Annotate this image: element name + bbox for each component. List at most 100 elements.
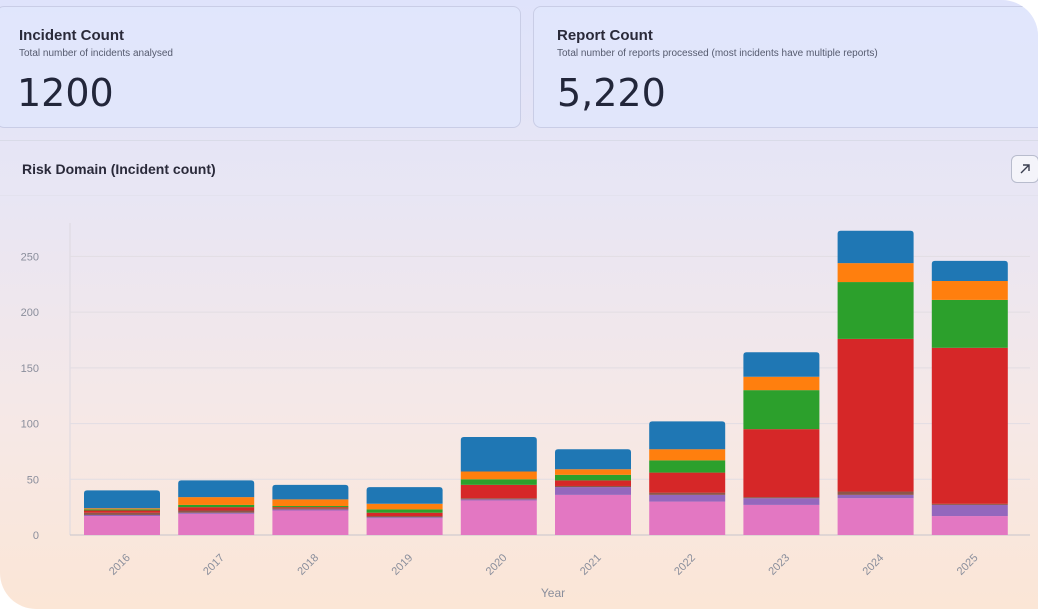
- bar-segment-2017-7[interactable]: [178, 480, 255, 498]
- y-tick-label: 50: [27, 474, 39, 486]
- bar-segment-2019-6[interactable]: [366, 503, 443, 510]
- bar-segment-2016-7[interactable]: [84, 490, 160, 509]
- bar-segment-2019-2[interactable]: [366, 517, 443, 519]
- risk-domain-chart: 0 50 100 150 200 250 2016 2017 2018 2019 2020 2021…: [21, 223, 1030, 600]
- bar-segment-2018-3[interactable]: [272, 508, 349, 510]
- bar-segment-2020-3[interactable]: [460, 498, 537, 500]
- incident-count-subtitle: Total number of incidents analysed: [19, 48, 173, 59]
- report-count-value: 5,220: [557, 71, 666, 115]
- incident-count-card: Incident Count Total number of incidents…: [0, 6, 521, 128]
- bar-segment-2021-7[interactable]: [555, 449, 631, 470]
- bar-segment-2020-4[interactable]: [460, 484, 537, 499]
- bar-segment-2018-1[interactable]: [272, 510, 349, 535]
- bar-segment-2025-7[interactable]: [931, 260, 1008, 281]
- bar-segment-2020-1[interactable]: [460, 500, 537, 535]
- expand-arrow-icon: [1020, 164, 1030, 174]
- bar-segment-2025-1[interactable]: [931, 516, 1008, 535]
- bar-segment-2023-2[interactable]: [743, 498, 820, 505]
- x-tick-label: 2019: [390, 552, 416, 578]
- bar-segment-2017-5[interactable]: [178, 504, 255, 508]
- expand-chart-button[interactable]: [1011, 155, 1038, 183]
- bar-segment-2021-3[interactable]: [555, 485, 631, 488]
- y-tick-label: 200: [21, 307, 39, 319]
- bar-segment-2019-5[interactable]: [366, 509, 443, 513]
- bar-segment-2019-3[interactable]: [366, 516, 443, 518]
- x-axis-label: Year: [541, 586, 565, 600]
- bar-segment-2018-5[interactable]: [272, 506, 349, 508]
- bar-segment-2024-7[interactable]: [837, 230, 914, 264]
- bar-segment-2021-2[interactable]: [555, 487, 631, 495]
- x-tick-label: 2023: [766, 552, 792, 578]
- x-tick-label: 2024: [861, 552, 887, 578]
- bar-segment-2023-1[interactable]: [743, 504, 820, 535]
- bar-segment-2017-3[interactable]: [178, 510, 255, 513]
- bar-segment-2019-7[interactable]: [366, 487, 443, 504]
- bar-segment-2022-4[interactable]: [649, 472, 726, 493]
- bar-segment-2018-4[interactable]: [272, 507, 349, 509]
- y-tick-label: 150: [21, 363, 39, 375]
- bar-segment-2017-6[interactable]: [178, 497, 255, 505]
- bar-segment-2022-3[interactable]: [649, 492, 726, 495]
- bar-segment-2017-2[interactable]: [178, 512, 255, 514]
- x-axis-ticks: 2016 2017 2018 2019 2020 2021 2022 2023 2024 2025: [107, 552, 981, 578]
- bar-segment-2021-6[interactable]: [555, 469, 631, 475]
- bar-segment-2022-1[interactable]: [649, 501, 726, 535]
- bar-segment-2022-2[interactable]: [649, 494, 726, 502]
- bar-segment-2016-1[interactable]: [84, 516, 160, 535]
- bar-segment-2025-5[interactable]: [931, 299, 1008, 348]
- bar-segment-2024-6[interactable]: [837, 263, 914, 283]
- bar-segment-2021-5[interactable]: [555, 474, 631, 481]
- bar-segment-2022-6[interactable]: [649, 449, 726, 461]
- bar-segment-2021-4[interactable]: [555, 480, 631, 486]
- bar-segment-2023-4[interactable]: [743, 429, 820, 498]
- y-tick-label: 250: [21, 251, 39, 263]
- x-tick-label: 2025: [955, 552, 981, 578]
- bar-segment-2024-5[interactable]: [837, 282, 914, 339]
- bar-segment-2020-2[interactable]: [460, 499, 537, 501]
- bar-segment-2023-7[interactable]: [743, 352, 820, 377]
- chart-title: Risk Domain (Incident count): [22, 161, 216, 177]
- bar-segment-2024-2[interactable]: [837, 494, 914, 499]
- bar-segment-2016-4[interactable]: [84, 510, 160, 513]
- chart-bars: [84, 230, 1008, 535]
- bar-segment-2018-2[interactable]: [272, 509, 349, 511]
- bar-segment-2020-7[interactable]: [460, 436, 537, 472]
- bar-segment-2025-2[interactable]: [931, 504, 1008, 517]
- bar-segment-2024-1[interactable]: [837, 498, 914, 535]
- x-tick-label: 2021: [578, 552, 604, 578]
- bar-segment-2017-4[interactable]: [178, 507, 255, 511]
- incident-count-value: 1200: [17, 71, 114, 115]
- bar-segment-2022-7[interactable]: [649, 421, 726, 450]
- bar-segment-2025-4[interactable]: [931, 347, 1008, 504]
- bar-segment-2025-3[interactable]: [931, 503, 1008, 505]
- bar-segment-2018-7[interactable]: [272, 484, 349, 500]
- bar-segment-2025-6[interactable]: [931, 280, 1008, 300]
- incident-count-title: Incident Count: [19, 27, 124, 44]
- bar-segment-2024-3[interactable]: [837, 491, 914, 495]
- report-count-title: Report Count: [557, 27, 653, 44]
- bar-segment-2016-2[interactable]: [84, 514, 160, 517]
- bar-segment-2022-5[interactable]: [649, 460, 726, 473]
- bar-segment-2023-3[interactable]: [743, 497, 820, 499]
- bar-segment-2023-6[interactable]: [743, 376, 820, 391]
- bar-segment-2019-4[interactable]: [366, 512, 443, 517]
- bar-segment-2018-6[interactable]: [272, 499, 349, 507]
- bar-segment-2016-3[interactable]: [84, 512, 160, 515]
- bar-segment-2020-6[interactable]: [460, 471, 537, 480]
- x-tick-label: 2017: [201, 552, 227, 578]
- bar-segment-2016-6[interactable]: [84, 508, 160, 510]
- bar-segment-2021-1[interactable]: [555, 494, 631, 535]
- bar-segment-2019-1[interactable]: [366, 518, 443, 535]
- bar-segment-2024-4[interactable]: [837, 338, 914, 492]
- bar-segment-2017-1[interactable]: [178, 513, 255, 535]
- x-tick-label: 2016: [107, 552, 133, 578]
- bar-segment-2023-5[interactable]: [743, 390, 820, 430]
- report-count-card: Report Count Total number of reports pro…: [533, 6, 1038, 128]
- chart-header: Risk Domain (Incident count): [0, 140, 1038, 196]
- y-tick-label: 100: [21, 419, 39, 431]
- x-tick-label: 2018: [295, 552, 321, 578]
- bar-segment-2016-5[interactable]: [84, 509, 160, 511]
- x-tick-label: 2020: [484, 552, 510, 578]
- bar-segment-2020-5[interactable]: [460, 479, 537, 485]
